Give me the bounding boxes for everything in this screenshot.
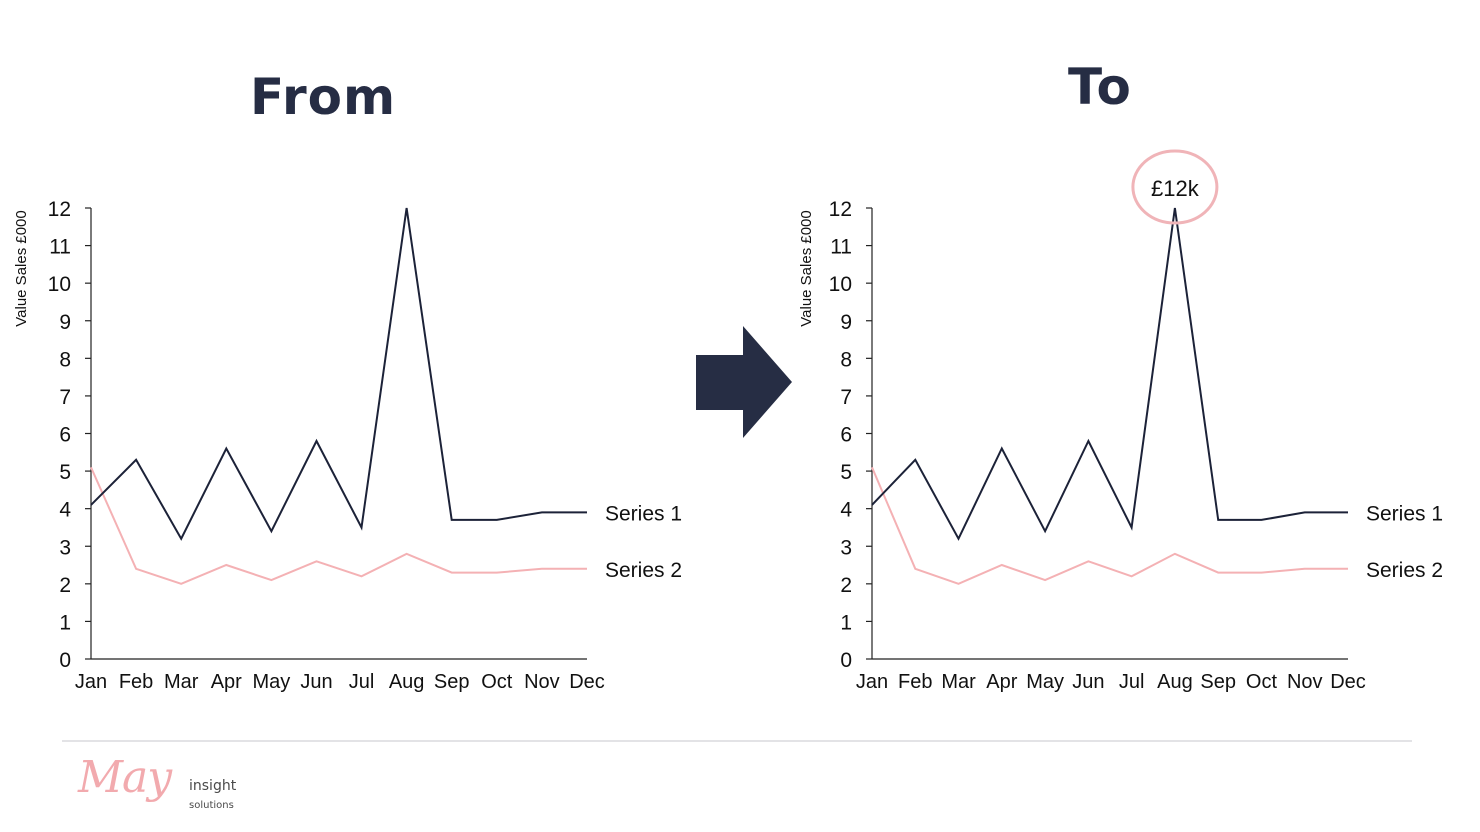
x-tick-label: May <box>252 671 290 693</box>
from-heading: From <box>250 68 397 126</box>
x-tick-label: Nov <box>1287 671 1323 693</box>
x-tick-label: Jan <box>856 671 888 693</box>
y-tick-label: 7 <box>840 386 852 409</box>
y-tick-label: 12 <box>829 198 852 221</box>
x-tick-label: Feb <box>119 671 153 693</box>
x-tick-label: Mar <box>941 671 976 693</box>
y-tick-label: 4 <box>840 499 852 522</box>
logo-tagline-insight: insight <box>189 778 237 794</box>
y-tick-label: 9 <box>840 311 852 334</box>
y-tick-label: 7 <box>59 386 71 409</box>
x-tick-label: Jun <box>300 671 332 693</box>
y-tick-label: 6 <box>840 424 852 447</box>
y-tick-label: 1 <box>840 611 852 634</box>
x-tick-label: Aug <box>389 671 425 693</box>
y-tick-label: 8 <box>840 348 852 371</box>
series-1-label: Series 1 <box>1366 502 1443 525</box>
series-1-line <box>90 207 587 541</box>
y-tick-label: 10 <box>48 273 71 296</box>
x-tick-label: Apr <box>211 671 242 693</box>
y-tick-label: 5 <box>840 461 852 484</box>
x-tick-label: Nov <box>524 671 560 693</box>
right-arrow-icon <box>696 326 792 438</box>
x-tick-label: Oct <box>1246 671 1278 693</box>
y-tick-label: 3 <box>840 536 852 559</box>
y-tick-label: 11 <box>830 236 852 259</box>
y-tick-label: 3 <box>59 536 71 559</box>
y-axis-title: Value Sales £000 <box>798 210 815 326</box>
series-2-line <box>871 466 1348 585</box>
footer-divider <box>62 740 1412 742</box>
x-tick-label: Oct <box>481 671 513 693</box>
peak-highlight-circle <box>1131 149 1219 225</box>
y-tick-label: 11 <box>49 236 71 259</box>
x-tick-label: Mar <box>164 671 199 693</box>
x-tick-label: Sep <box>434 671 470 693</box>
series-1-line <box>871 207 1348 541</box>
x-tick-label: May <box>1026 671 1064 693</box>
logo-wordmark: May <box>78 752 172 803</box>
y-tick-label: 6 <box>59 424 71 447</box>
to-heading: To <box>1068 58 1132 116</box>
x-tick-label: Dec <box>569 671 605 693</box>
x-tick-label: Dec <box>1330 671 1366 693</box>
x-tick-label: Apr <box>986 671 1017 693</box>
x-tick-label: Jan <box>75 671 107 693</box>
y-tick-label: 0 <box>840 649 852 672</box>
y-tick-label: 5 <box>59 461 71 484</box>
x-tick-label: Jul <box>349 671 375 693</box>
y-tick-label: 0 <box>59 649 71 672</box>
series-2-label: Series 2 <box>1366 559 1443 582</box>
y-tick-label: 2 <box>840 574 852 597</box>
logo-tagline-solutions: solutions <box>189 800 234 811</box>
company-logo: May insight solutions <box>78 752 258 822</box>
series-1-label: Series 1 <box>605 502 682 525</box>
x-tick-label: Sep <box>1200 671 1236 693</box>
series-2-line <box>90 466 587 585</box>
y-tick-label: 1 <box>59 611 71 634</box>
y-tick-label: 10 <box>829 273 852 296</box>
y-tick-label: 9 <box>59 311 71 334</box>
x-tick-label: Feb <box>898 671 932 693</box>
y-tick-label: 4 <box>59 499 71 522</box>
y-axis-title: Value Sales £000 <box>13 210 30 326</box>
y-tick-label: 2 <box>59 574 71 597</box>
x-tick-label: Aug <box>1157 671 1193 693</box>
x-tick-label: Jul <box>1119 671 1145 693</box>
series-2-label: Series 2 <box>605 559 682 582</box>
x-tick-label: Jun <box>1072 671 1104 693</box>
y-tick-label: 8 <box>59 348 71 371</box>
peak-annotation-label: £12k <box>1151 176 1200 201</box>
y-tick-label: 12 <box>48 198 71 221</box>
